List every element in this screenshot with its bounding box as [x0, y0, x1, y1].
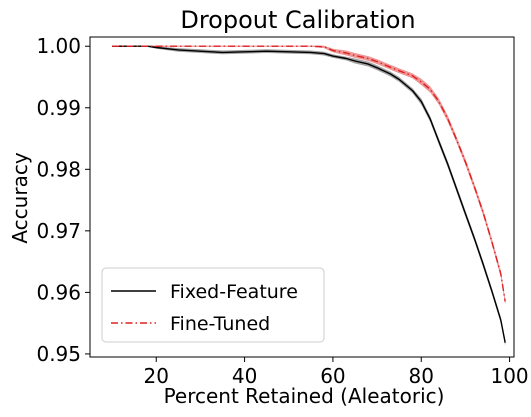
y-tick-label: 0.98 [36, 157, 81, 181]
x-axis-label: Percent Retained (Aleatoric) [164, 384, 445, 408]
legend: Fixed-Feature Fine-Tuned [101, 267, 325, 343]
y-tick-label: 0.95 [36, 342, 81, 366]
x-tick-label: 100 [490, 364, 528, 388]
y-axis-label: Accuracy [8, 152, 32, 243]
y-tick-label: 0.96 [36, 280, 81, 304]
y-tick-label: 0.99 [36, 96, 81, 120]
y-tick-label: 0.97 [36, 219, 81, 243]
series-lines [112, 45, 506, 343]
chart-title: Dropout Calibration [180, 6, 415, 34]
series-line-fine-tuned [112, 45, 506, 302]
axis-ticks: 20 40 60 80 100 0.95 0.96 0.97 0.98 0.99 1.00 [36, 34, 528, 388]
plot-frame [89, 36, 515, 358]
y-tick-label: 1.00 [36, 34, 81, 58]
legend-label-fine-tuned: Fine-Tuned [170, 313, 270, 335]
x-tick-label: 80 [409, 364, 434, 388]
legend-label-fixed-feature: Fixed-Feature [170, 281, 298, 303]
legend-box [101, 267, 325, 343]
band-fine-tuned [112, 45, 506, 305]
x-tick-label: 20 [144, 364, 169, 388]
x-tick-label: 60 [320, 364, 345, 388]
x-tick-label: 40 [232, 364, 257, 388]
series-line-fixed-feature [112, 45, 506, 343]
